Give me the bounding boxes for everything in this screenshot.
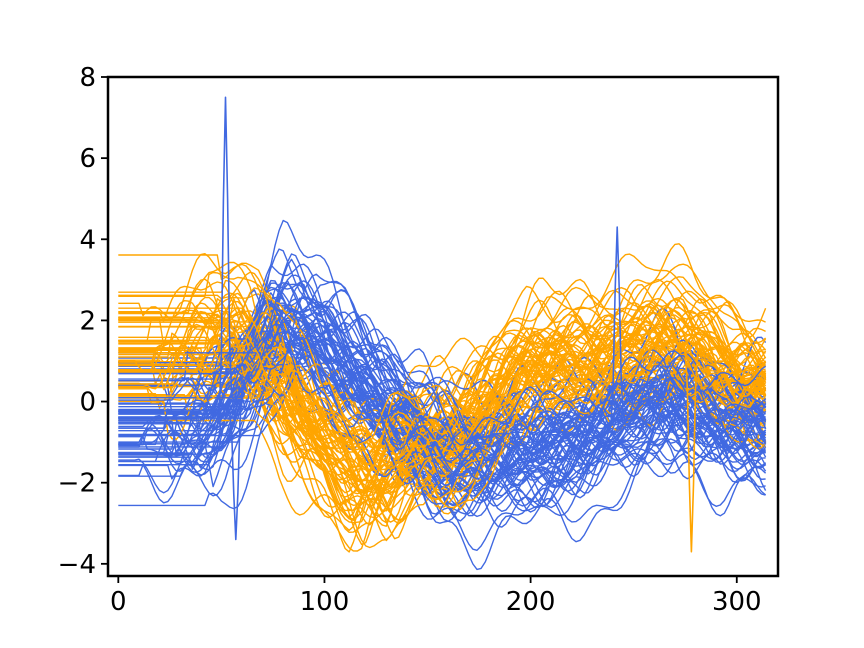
y-tick-label: −4	[58, 550, 96, 580]
series-line	[204, 96, 247, 436]
x-axis: 0 100 200 300	[110, 576, 762, 617]
series-line	[118, 344, 767, 520]
series-line	[118, 319, 767, 509]
series-line	[118, 300, 767, 524]
x-tick-label: 0	[110, 587, 127, 617]
series-line	[118, 296, 767, 455]
y-tick-label: 4	[79, 225, 96, 255]
series-line	[118, 309, 767, 462]
series-line	[670, 341, 713, 553]
series-line	[118, 355, 767, 571]
series-line	[118, 312, 767, 527]
y-tick-label: 6	[79, 144, 96, 174]
series-line	[118, 331, 766, 481]
y-tick-label: −2	[58, 469, 96, 499]
plot-frame	[106, 75, 780, 578]
series-line	[118, 288, 767, 478]
series-line	[118, 314, 766, 485]
y-tick-label: 0	[79, 388, 96, 418]
x-tick-label: 200	[506, 587, 556, 617]
series-line	[118, 297, 767, 495]
series-line	[118, 350, 767, 492]
series-line	[118, 321, 767, 450]
x-tick-label: 300	[712, 587, 762, 617]
series-line	[118, 323, 767, 486]
series-line	[118, 309, 767, 526]
y-axis: −4 −2 0 2 4 6 8	[58, 63, 108, 580]
series-line	[118, 298, 767, 463]
series-line	[118, 330, 767, 496]
x-tick-label: 100	[300, 587, 350, 617]
series-line	[118, 323, 767, 452]
series-lines	[118, 96, 767, 571]
series-line	[118, 253, 767, 446]
series-line	[118, 278, 766, 422]
series-line	[118, 309, 767, 523]
y-tick-label: 8	[79, 63, 96, 93]
y-tick-label: 2	[79, 306, 96, 336]
series-line	[214, 364, 258, 541]
series-line	[118, 358, 767, 522]
series-line	[118, 263, 767, 494]
series-line	[118, 346, 767, 521]
series-line	[118, 318, 767, 469]
series-line	[596, 226, 639, 437]
series-line	[118, 280, 766, 480]
series-line	[118, 243, 767, 445]
